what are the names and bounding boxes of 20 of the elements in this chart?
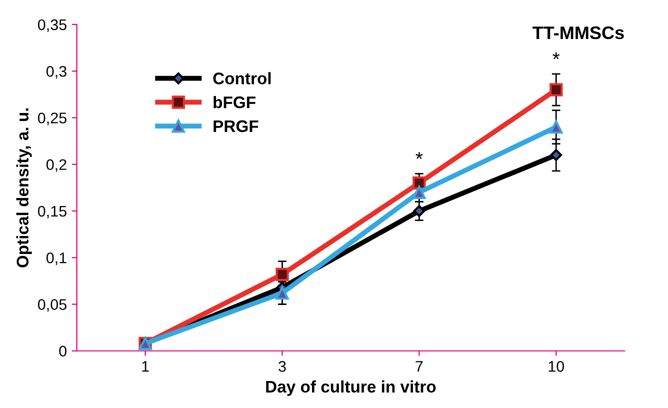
legend-label: Control — [213, 72, 271, 84]
y-tick-label: 0,05 — [38, 299, 66, 312]
y-tick-label: 0,1 — [46, 252, 66, 266]
y-tick-label: 0,2 — [46, 159, 66, 172]
chart-title: TT-MMSCs — [532, 26, 624, 40]
x-tick-label: 10 — [548, 361, 564, 372]
x-tick-label: 3 — [278, 361, 286, 372]
x-tick-label: 7 — [416, 361, 423, 372]
annotation: * — [552, 52, 560, 60]
y-axis-title: Optical density, a. u. — [16, 108, 32, 268]
legend-label: PRGF — [214, 120, 258, 132]
x-axis-title: Day of culture in vitro — [266, 380, 436, 396]
legend-label: bFGF — [214, 96, 256, 108]
y-tick-label: 0,35 — [38, 19, 66, 32]
y-tick-label: 0 — [59, 346, 66, 357]
y-tick-label: 0,3 — [46, 66, 66, 79]
y-tick-label: 0,25 — [38, 112, 66, 126]
annotation: * — [416, 152, 423, 159]
y-tick-label: 0,15 — [38, 206, 66, 218]
x-tick-label: 1 — [142, 361, 149, 372]
